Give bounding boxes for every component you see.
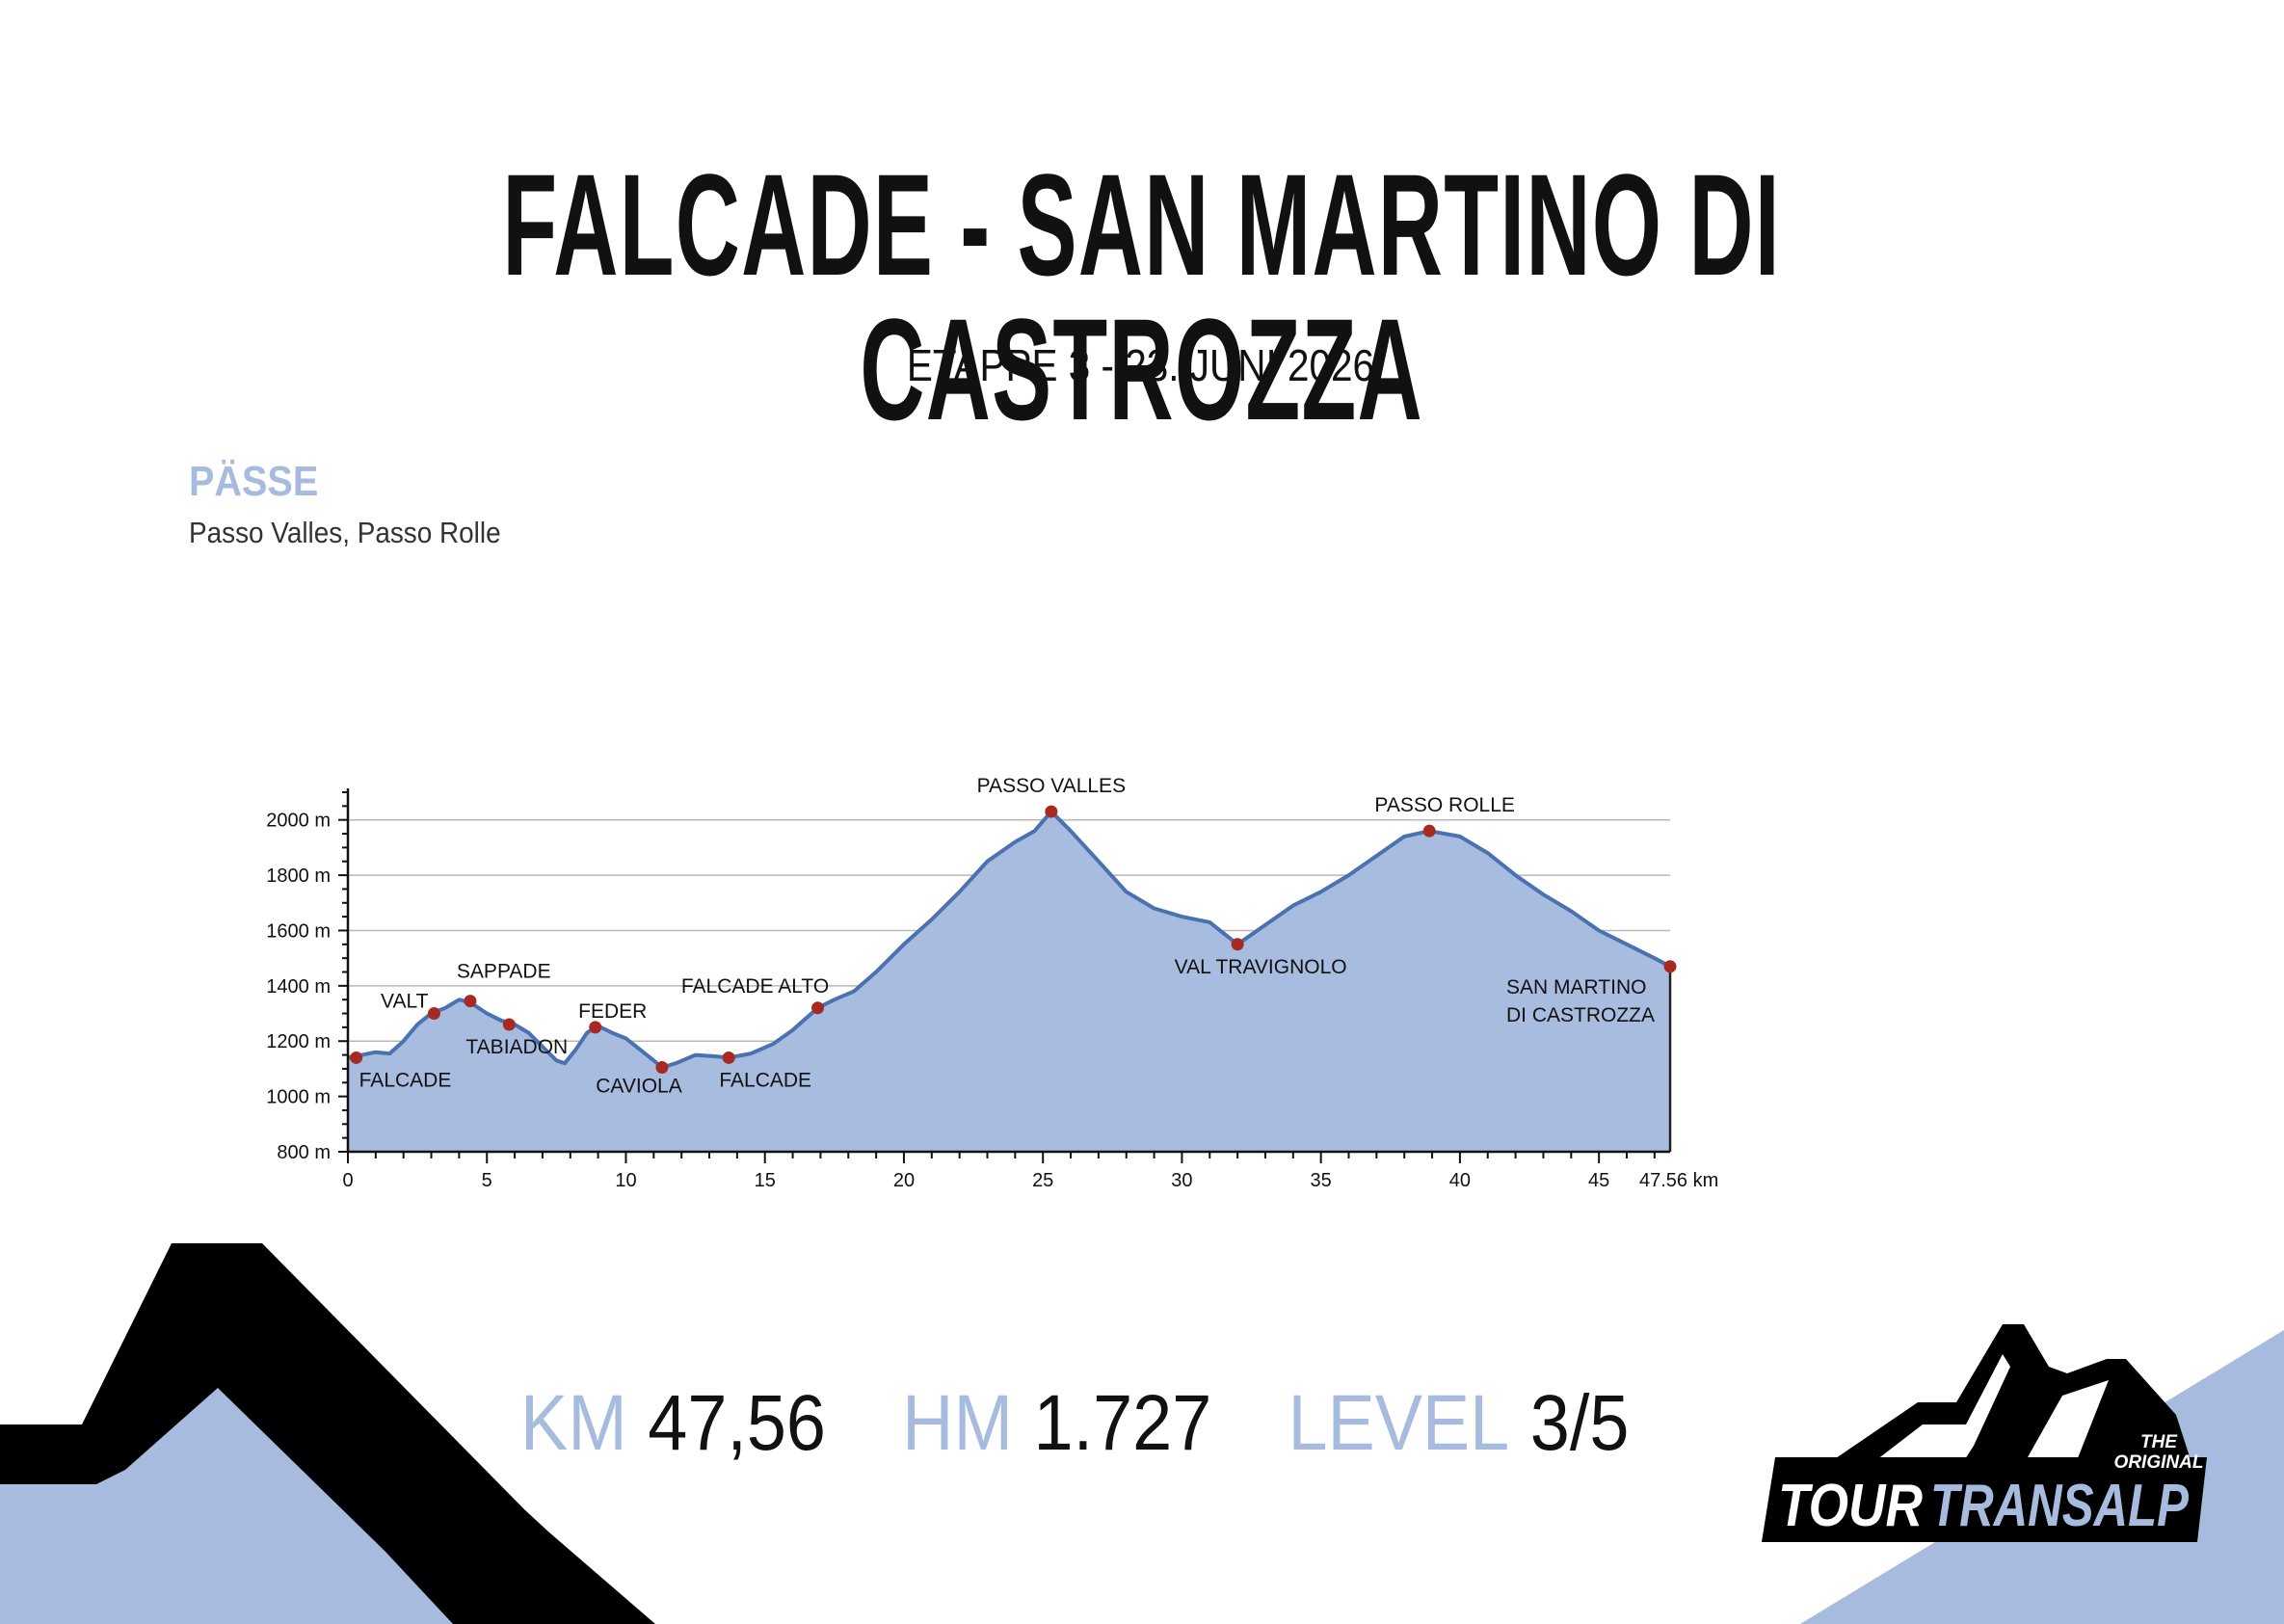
- elevation-area: [348, 812, 1670, 1152]
- logo-word-tour: TOUR: [1778, 1473, 1923, 1539]
- elevation-profile-chart: 800 m 1000 m 1200 m 1400 m 1600 m 1800 m 2000 …: [266, 775, 1718, 1191]
- passes-heading: PÄSSE: [189, 458, 319, 505]
- waypoint-marker: [1045, 805, 1058, 818]
- x-tick-label: 47.56 km: [1639, 1170, 1718, 1191]
- waypoint-label: SAPPADE: [457, 961, 551, 983]
- y-tick-label: 1600 m: [266, 920, 331, 942]
- logo-mountain-snow: [1860, 1354, 2010, 1473]
- x-tick-label: 5: [482, 1170, 492, 1191]
- waypoint-marker: [1663, 960, 1677, 973]
- logo-word-transalp: TRANSALP: [1930, 1473, 2190, 1539]
- waypoint-marker: [655, 1060, 669, 1074]
- logo-tagline-original: ORIGINAL: [2114, 1452, 2204, 1473]
- waypoint-label: PASSO ROLLE: [1374, 794, 1515, 816]
- waypoint-label: FALCADE ALTO: [681, 975, 829, 998]
- waypoint-marker: [350, 1051, 363, 1064]
- waypoint-label: VAL TRAVIGNOLO: [1175, 956, 1347, 978]
- waypoint-label: FEDER: [578, 1000, 647, 1023]
- logo-banner: [1762, 1457, 2207, 1542]
- km-label: KM: [520, 1379, 627, 1467]
- x-tick-label: 40: [1449, 1170, 1471, 1191]
- x-tick-label: 45: [1588, 1170, 1609, 1191]
- waypoint-label: TABIADON: [465, 1036, 568, 1058]
- waypoint-markers: [350, 805, 1677, 1074]
- tour-transalp-logo: THE ORIGINAL TOUR TRANSALP: [1762, 1324, 2207, 1542]
- waypoint-marker: [502, 1018, 516, 1031]
- passes-list: Passo Valles, Passo Rolle: [189, 516, 501, 549]
- level-value: 3/5: [1529, 1379, 1630, 1467]
- x-tick-label: 35: [1311, 1170, 1332, 1191]
- x-tick-label: 25: [1032, 1170, 1053, 1191]
- y-tick-label: 1000 m: [266, 1087, 331, 1108]
- x-tick-label: 0: [342, 1170, 353, 1191]
- y-tick-label: 800 m: [277, 1142, 331, 1163]
- waypoint-label: SAN MARTINO: [1506, 976, 1646, 998]
- waypoint-marker: [1231, 938, 1244, 951]
- waypoint-marker: [464, 995, 477, 1008]
- waypoint-marker: [811, 1001, 825, 1015]
- waypoint-label: PASSO VALLES: [977, 775, 1126, 797]
- stage-subtitle: ETAPPE 3 - 23. JUNI 2026: [906, 340, 1375, 390]
- y-tick-label: 2000 m: [266, 811, 331, 832]
- page-title: FALCADE - SAN MARTINO DI CASTROZZA: [502, 144, 1781, 450]
- y-tick-label: 1400 m: [266, 976, 331, 998]
- hm-label: HM: [902, 1379, 1013, 1467]
- chart-ticks: 800 m 1000 m 1200 m 1400 m 1600 m 1800 m 2000 …: [266, 791, 1718, 1191]
- elevation-line: [347, 810, 1671, 1070]
- waypoint-label: FALCADE: [359, 1069, 452, 1091]
- logo-mountain-snow-2: [2019, 1380, 2109, 1473]
- waypoint-label: CAVIOLA: [596, 1075, 681, 1097]
- stage-stats: KM 47,56 HM 1.727 LEVEL 3/5: [520, 1378, 1629, 1467]
- x-tick-label: 30: [1171, 1170, 1192, 1191]
- x-tick-label: 15: [755, 1170, 776, 1191]
- chart-axes: [346, 788, 1672, 1154]
- y-tick-label: 1200 m: [266, 1031, 331, 1052]
- waypoint-label: FALCADE: [719, 1069, 811, 1091]
- level-label: LEVEL: [1288, 1379, 1510, 1467]
- waypoint-marker: [589, 1021, 602, 1034]
- waypoint-labels: FALCADE VALT SAPPADE TABIADON FEDER CAVIOLA FA…: [359, 775, 1655, 1097]
- mountain-left-light-face: [0, 1388, 453, 1624]
- y-tick-label: 1800 m: [266, 865, 331, 887]
- logo-tagline-the: THE: [2140, 1432, 2178, 1452]
- waypoint-marker: [722, 1051, 735, 1064]
- x-tick-label: 10: [615, 1170, 636, 1191]
- waypoint-marker: [427, 1007, 440, 1021]
- x-tick-label: 20: [893, 1170, 915, 1191]
- waypoint-label: DI CASTROZZA: [1506, 1004, 1655, 1026]
- km-value: 47,56: [648, 1379, 826, 1467]
- waypoint-marker: [1422, 824, 1436, 838]
- hm-value: 1.727: [1033, 1379, 1212, 1467]
- waypoint-label: VALT: [381, 991, 429, 1013]
